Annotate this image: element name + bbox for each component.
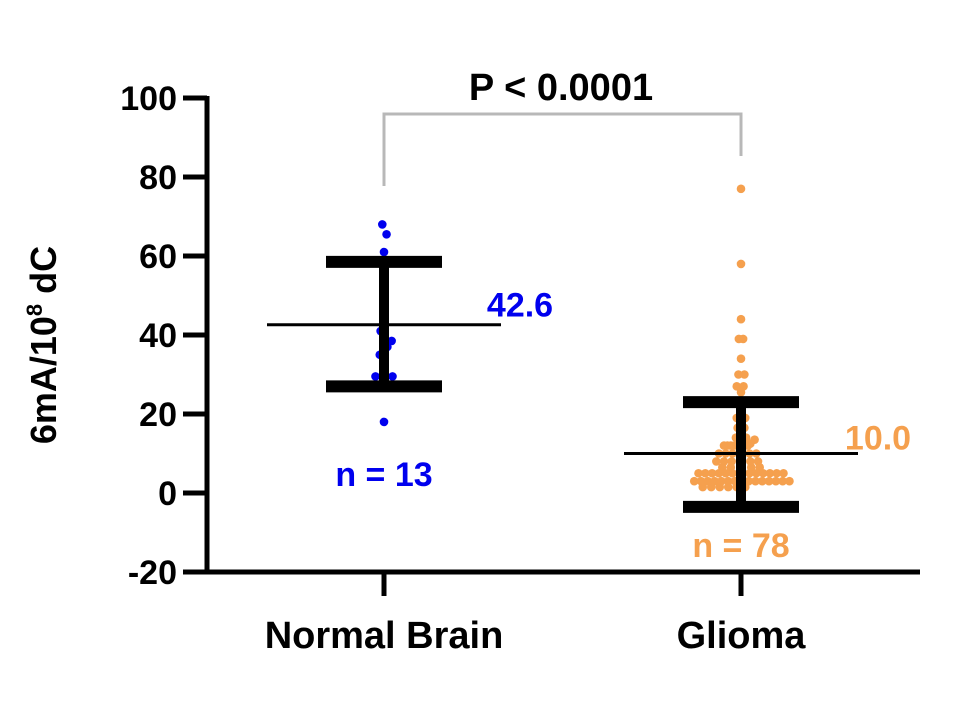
data-point — [732, 382, 742, 391]
mean-value-label: 10.0 — [845, 420, 911, 458]
data-point — [764, 476, 774, 486]
data-point — [694, 468, 703, 478]
data-point — [736, 354, 746, 364]
y-axis-label-superscript: 8 — [22, 304, 47, 316]
y-axis-label-prefix: 6mA/10 — [23, 316, 64, 444]
group-glioma: 10.0 n = 78 — [624, 184, 911, 565]
p-value-label: P < 0.0001 — [469, 67, 653, 109]
data-point — [712, 457, 721, 466]
data-point — [388, 372, 397, 381]
data-point — [779, 468, 788, 478]
group-normal-brain: 42.6 n = 13 — [267, 220, 553, 494]
data-point — [740, 370, 749, 379]
x-category-label: Glioma — [677, 615, 807, 657]
y-tick-label: 80 — [139, 159, 177, 197]
data-point — [723, 476, 733, 486]
mean-value-label: 42.6 — [487, 287, 553, 325]
data-point — [382, 229, 391, 239]
data-point — [736, 184, 746, 194]
sample-size-label: n = 13 — [335, 456, 432, 494]
data-point — [689, 476, 699, 486]
y-ticks: 100 80 60 40 20 0 -20 — [120, 80, 207, 592]
data-point — [758, 468, 768, 478]
data-point — [698, 482, 708, 492]
data-point — [772, 468, 781, 478]
data-point — [723, 482, 733, 492]
data-point — [757, 476, 767, 486]
data-point — [701, 468, 710, 478]
axes — [204, 96, 920, 575]
data-point — [751, 476, 760, 486]
data-point — [736, 314, 746, 324]
y-tick-label: 20 — [139, 396, 177, 434]
data-point — [728, 468, 737, 478]
data-point — [738, 334, 748, 344]
data-point — [378, 220, 387, 229]
y-axis-label-suffix: dC — [23, 246, 64, 304]
data-point — [778, 476, 787, 486]
y-tick-label: -20 — [128, 554, 177, 592]
sample-size-label: n = 78 — [692, 527, 789, 565]
significance-bracket: P < 0.0001 — [382, 67, 743, 186]
data-point — [706, 482, 716, 492]
data-point — [379, 417, 389, 427]
x-ticks: Normal Brain Glioma — [265, 572, 807, 657]
data-point — [379, 247, 389, 257]
data-point — [715, 482, 725, 492]
y-tick-label: 100 — [120, 80, 177, 118]
y-tick-label: 60 — [139, 238, 177, 276]
data-point — [721, 468, 730, 478]
data-point — [745, 468, 754, 478]
data-point — [736, 387, 746, 397]
data-point — [771, 476, 781, 486]
data-groups: 42.6 n = 13 10.0 n = 78 — [267, 184, 911, 565]
y-tick-label: 0 — [158, 475, 177, 513]
y-axis-label: 6mA/108 dC — [22, 246, 64, 444]
data-point — [765, 468, 775, 478]
data-point — [714, 468, 724, 478]
data-point — [785, 476, 794, 486]
x-category-label: Normal Brain — [265, 615, 504, 657]
data-point — [752, 468, 761, 478]
data-point — [736, 259, 746, 269]
data-point — [371, 372, 380, 381]
significance-bracket-line — [382, 112, 743, 186]
data-point — [707, 468, 717, 478]
y-tick-label: 40 — [139, 317, 177, 355]
data-point — [734, 370, 743, 379]
data-point — [387, 336, 396, 346]
